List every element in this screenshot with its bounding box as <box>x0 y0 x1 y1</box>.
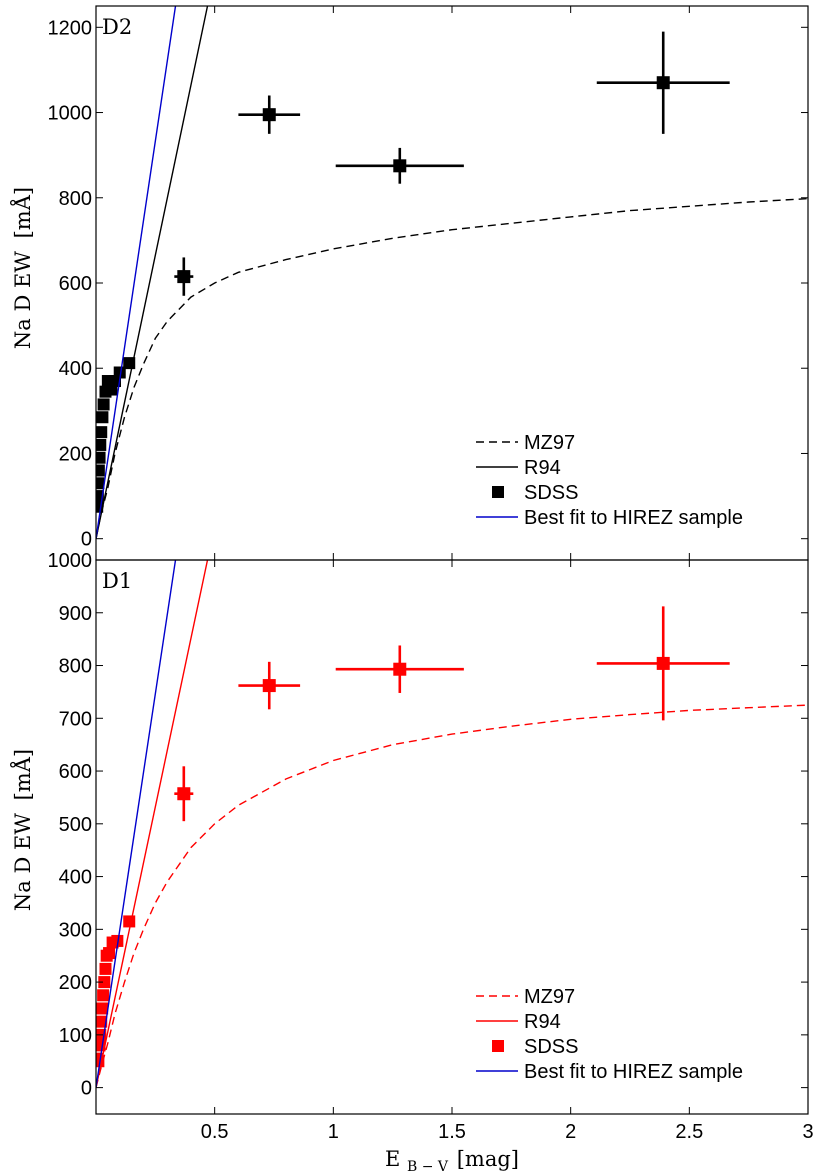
sdss-point <box>113 366 126 379</box>
y-axis-label-main: Na D EW <box>11 251 35 349</box>
y-axis-label-d1: Na D EW [mÅ] <box>10 749 35 911</box>
legend-entry: R94 <box>524 457 561 479</box>
sdss-binned-point <box>177 787 191 801</box>
y-axis-label-main: Na D EW <box>11 813 35 911</box>
sdss-point <box>96 411 109 424</box>
sdss-point <box>96 1002 109 1015</box>
sdss-binned-point <box>656 76 670 90</box>
sdss-point <box>123 915 136 928</box>
panel-label: D1 <box>102 569 132 593</box>
x-axis-label: E B − V [mag] <box>385 1147 519 1175</box>
sdss-point <box>111 934 124 947</box>
y-axis-label-unit: [mÅ] <box>10 187 35 238</box>
panel-d2: 0 200 400 600 800 1000 1200 D2 MZ97 R94 SDSS Best f… <box>48 5 809 561</box>
series-best-fit-to-hirez-sample-line <box>96 560 177 1088</box>
x-axis-label-sub: B − V <box>407 1159 449 1175</box>
sdss-point <box>99 962 112 975</box>
sdss-binned-point <box>262 679 276 693</box>
sdss-binned-point <box>177 270 191 284</box>
legend-entry: Best fit to HIREZ sample <box>524 507 743 529</box>
sdss-point <box>96 451 106 464</box>
sdss-point <box>96 426 108 439</box>
sdss-point <box>96 1055 105 1068</box>
y-tick-label: 1000 <box>48 103 93 125</box>
series-r94-line <box>96 6 209 539</box>
sdss-point <box>97 989 110 1002</box>
x-tick-label: 3 <box>802 1121 813 1143</box>
y-tick-label: 400 <box>59 358 92 380</box>
axes-frame <box>95 559 809 1115</box>
series-r94-line <box>96 560 209 1088</box>
legend-entry: MZ97 <box>524 432 575 454</box>
sdss-binned-point <box>393 159 407 173</box>
y-tick-label: 200 <box>59 443 92 465</box>
sdss-point <box>96 1039 106 1052</box>
legend-marker-square <box>492 1040 504 1052</box>
sdss-point <box>96 477 105 490</box>
sdss-point <box>97 398 110 411</box>
series-mz97-line <box>96 197 808 539</box>
sdss-point <box>96 1015 108 1028</box>
panel-d1: 0 100 200 300 400 500 600 700 800 900 1000 0.5 1 1.5 2… <box>48 550 814 1143</box>
sdss-binned-point <box>656 656 670 670</box>
legend-entry: SDSS <box>524 1036 578 1058</box>
x-tick-label: 0.5 <box>201 1121 229 1143</box>
x-axis-label-main: E <box>385 1147 400 1171</box>
x-tick-label: 1 <box>328 1121 339 1143</box>
y-tick-label: 800 <box>59 188 92 210</box>
sdss-point <box>98 976 111 989</box>
y-tick-label: 900 <box>59 603 92 625</box>
legend-marker-square <box>492 486 504 498</box>
y-tick-label: 600 <box>59 273 92 295</box>
y-tick-label: 800 <box>59 656 92 678</box>
y-tick-label: 400 <box>59 867 92 889</box>
sdss-point <box>123 357 136 370</box>
y-tick-label: 200 <box>59 972 92 994</box>
sdss-point <box>96 500 104 513</box>
sdss-binned-point <box>393 662 407 676</box>
plot-area <box>96 560 808 1088</box>
axes-frame <box>95 5 809 561</box>
legend-entry: Best fit to HIREZ sample <box>524 1061 743 1083</box>
plot-area <box>96 6 808 539</box>
y-tick-label: 700 <box>59 708 92 730</box>
y-axis-label-unit: [mÅ] <box>10 749 35 800</box>
series-best-fit-to-hirez-sample-line <box>96 6 177 539</box>
sdss-binned-point <box>262 108 276 122</box>
sdss-point <box>96 490 104 503</box>
x-tick-label: 2.5 <box>675 1121 703 1143</box>
series-mz97-line <box>96 704 808 1088</box>
y-tick-label: 1200 <box>48 17 93 39</box>
sdss-point <box>96 438 107 451</box>
x-tick-label: 1.5 <box>438 1121 466 1143</box>
y-tick-label: 500 <box>59 814 92 836</box>
x-axis-label-unit: [mag] <box>457 1147 519 1171</box>
y-tick-label: 1000 <box>48 550 93 572</box>
legend-entry: R94 <box>524 1011 561 1033</box>
y-tick-label: 300 <box>59 919 92 941</box>
y-tick-label: 0 <box>81 529 92 551</box>
legend-entry: SDSS <box>524 482 578 504</box>
y-tick-label: 0 <box>81 1078 92 1100</box>
y-tick-label: 100 <box>59 1025 92 1047</box>
x-tick-label: 2 <box>565 1121 576 1143</box>
y-axis-label-d2: Na D EW [mÅ] <box>10 187 35 349</box>
y-tick-label: 600 <box>59 761 92 783</box>
sdss-point <box>96 464 105 477</box>
legend-entry: MZ97 <box>524 986 575 1008</box>
sdss-point <box>103 947 116 960</box>
panel-label: D2 <box>102 15 132 39</box>
